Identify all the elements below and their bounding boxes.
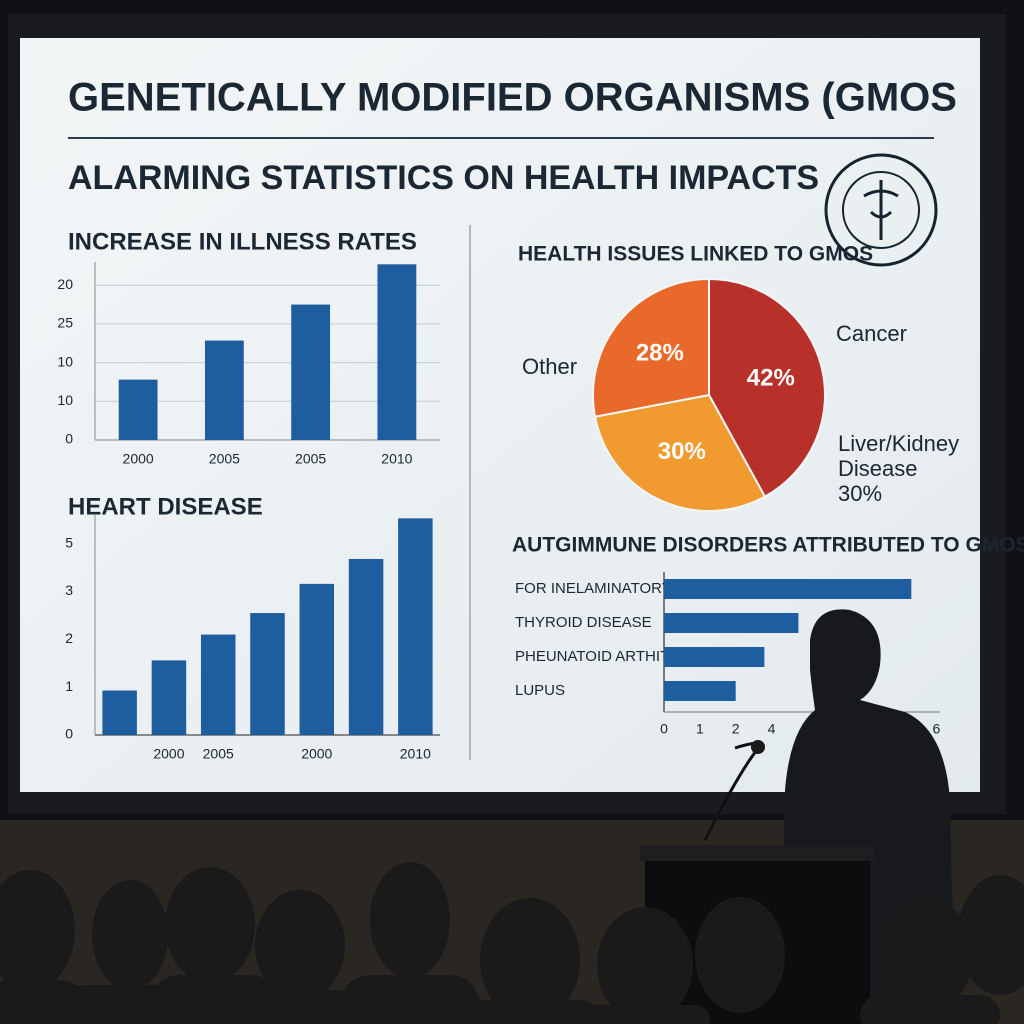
bar [250, 613, 285, 735]
x-tick-label: 2005 [203, 746, 234, 762]
pie-slice [593, 393, 767, 512]
chart-title: HEART DISEASE [68, 493, 263, 520]
y-tick-label: 10 [57, 353, 73, 369]
bar [664, 681, 736, 701]
y-tick-label: 20 [57, 276, 73, 292]
bar [204, 340, 244, 440]
slide-title: GENETICALLY MODIFIED ORGANISMS (GMOS [68, 76, 957, 120]
y-tick-label: 25 [57, 315, 73, 331]
category-label: Other [522, 354, 577, 379]
bar [291, 304, 331, 440]
x-tick-label: 2005 [209, 451, 240, 467]
category-label: THYROID DISEASE [515, 614, 652, 631]
category-label: LUPUS [515, 682, 565, 699]
category-label: PHEUNATOID ARTHITS [515, 648, 679, 665]
x-tick-label: 2000 [123, 451, 154, 467]
slide-subtitle: ALARMING STATISTICS ON HEALTH IMPACTS [68, 159, 819, 197]
pie-slice [708, 277, 826, 499]
bar [664, 579, 912, 599]
slice-label: 30% [658, 438, 706, 465]
bar [200, 634, 236, 735]
bar [118, 379, 158, 440]
y-tick-label: 0 [65, 431, 73, 447]
bar [299, 583, 335, 735]
x-tick-label: 2 [732, 721, 740, 737]
chart-title: AUTGIMMUNE DISORDERS ATTRIBUTED TO GMOS [512, 534, 1024, 557]
outer-value-label: 30% [838, 481, 882, 506]
bar [348, 559, 384, 735]
x-tick-label: 1 [696, 721, 704, 737]
bar [398, 518, 433, 735]
category-label: Cancer [836, 321, 907, 346]
pie-slice [592, 277, 710, 418]
y-tick-label: 0 [65, 726, 73, 742]
y-tick-label: 1 [65, 678, 73, 694]
y-tick-label: 5 [65, 534, 73, 550]
seal [824, 153, 938, 267]
chart-title: HEALTH ISSUES LINKED TO GMOS [518, 243, 873, 266]
x-tick-label: 2000 [301, 746, 332, 762]
x-tick-label: 0 [660, 721, 668, 737]
category-label: Liver/Kidney Disease [838, 431, 959, 481]
audience [0, 862, 1024, 1024]
bar [102, 690, 137, 735]
x-tick-label: 2000 [153, 746, 184, 762]
x-tick-label: 6 [933, 721, 941, 737]
category-label: FOR INELAMINATORY [515, 580, 672, 597]
x-tick-label: 2005 [295, 451, 326, 467]
chart-title: INCREASE IN ILLNESS RATES [68, 228, 417, 255]
y-tick-label: 10 [57, 392, 73, 408]
x-tick-label: 2010 [381, 451, 412, 467]
y-tick-label: 3 [65, 582, 73, 598]
slice-label: 28% [636, 340, 684, 367]
bar [151, 660, 187, 735]
bar [664, 647, 765, 667]
slice-label: 42% [747, 364, 795, 391]
y-tick-label: 2 [65, 630, 73, 646]
bar [664, 613, 799, 633]
x-tick-label: 2010 [400, 746, 431, 762]
x-tick-label: 4 [768, 721, 776, 737]
bar [377, 264, 417, 440]
